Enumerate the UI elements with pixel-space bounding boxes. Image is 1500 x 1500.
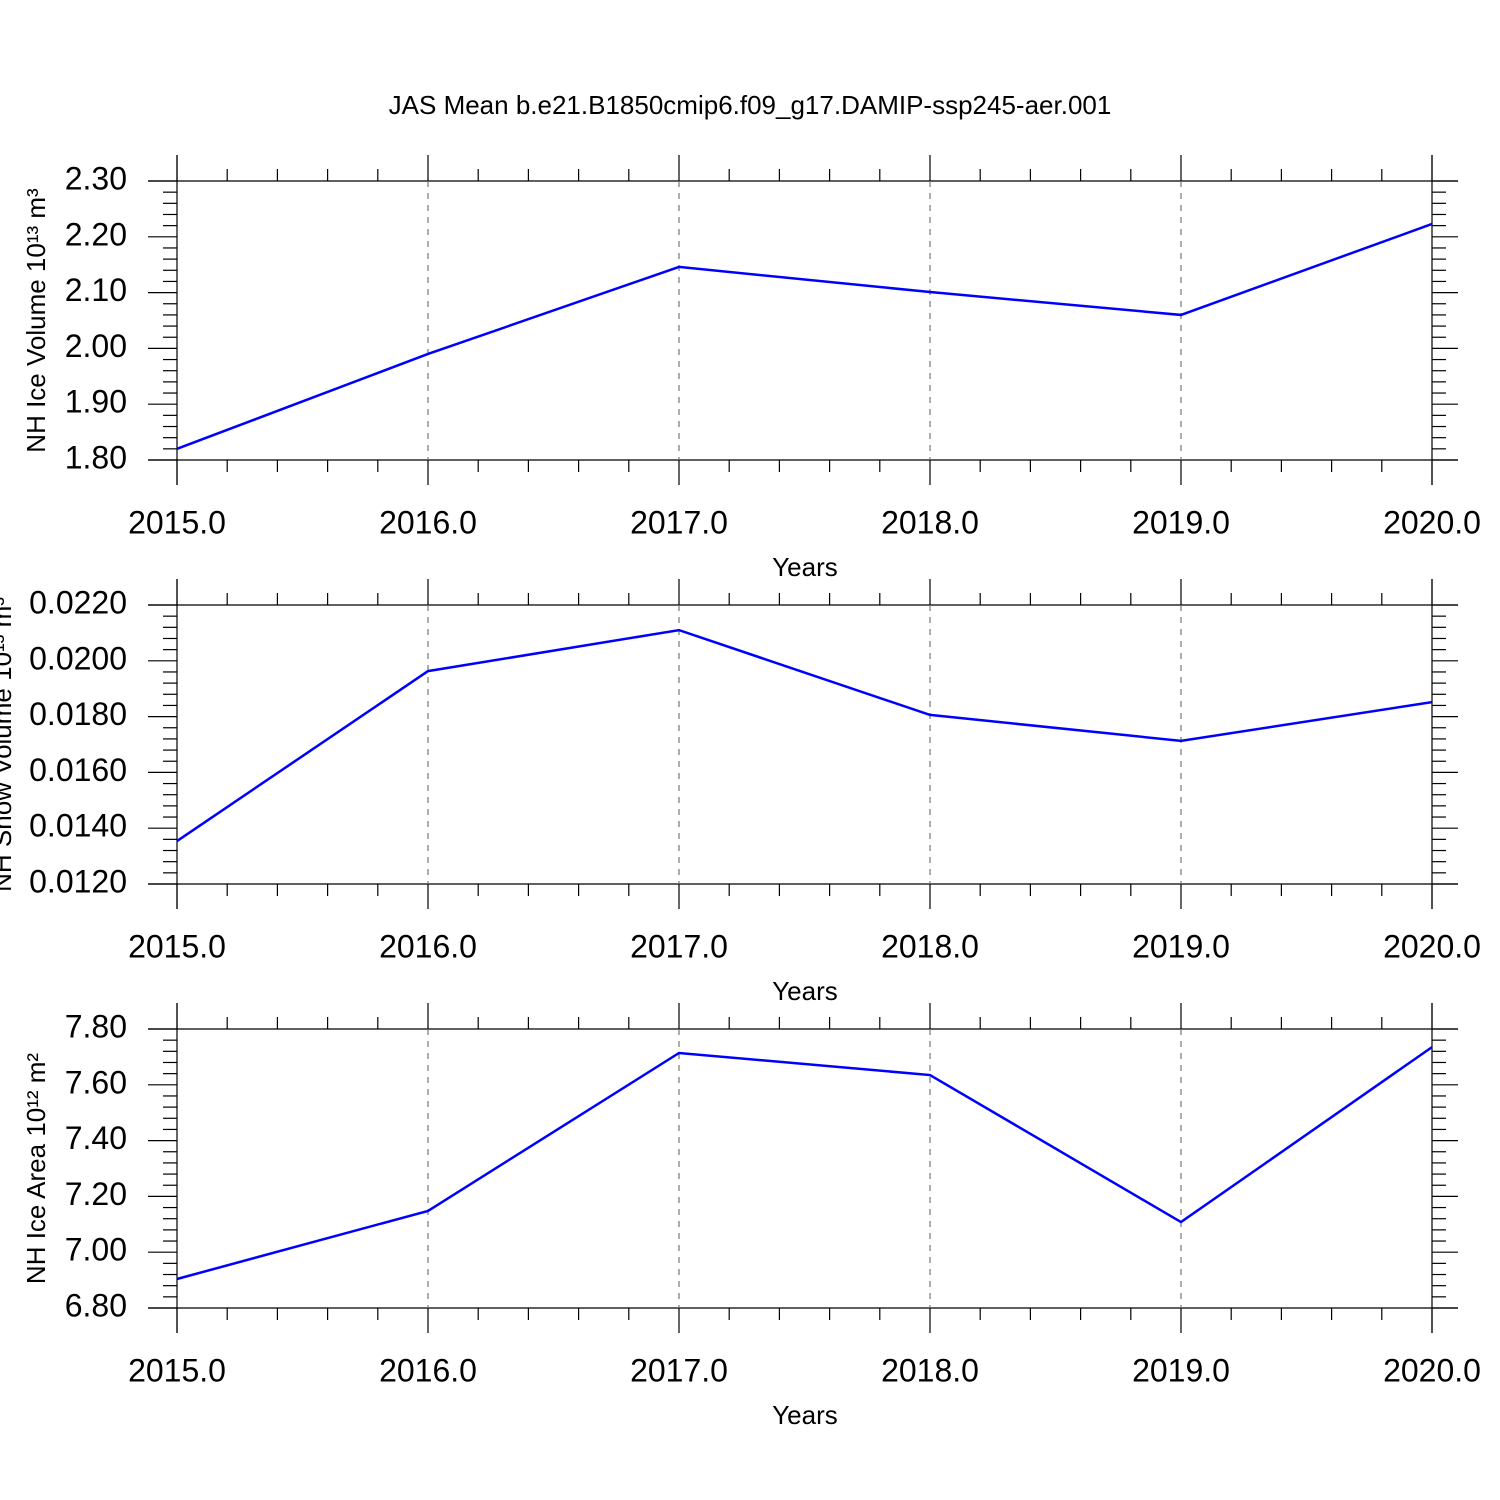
- chart-title: JAS Mean b.e21.B1850cmip6.f09_g17.DAMIP-…: [389, 90, 1112, 120]
- x-tick-label: 2016.0: [379, 928, 477, 964]
- x-tick-label: 2015.0: [128, 1352, 226, 1388]
- x-tick-label: 2019.0: [1132, 504, 1230, 540]
- x-tick-label: 2019.0: [1132, 1352, 1230, 1388]
- x-tick-label: 2018.0: [881, 928, 979, 964]
- x-axis-label: Years: [772, 976, 838, 1006]
- data-line: [176, 1046, 1433, 1281]
- x-tick-label: 2020.0: [1383, 504, 1481, 540]
- y-tick-label: 1.90: [65, 384, 127, 420]
- x-tick-label: 2017.0: [630, 928, 728, 964]
- data-line: [176, 222, 1433, 451]
- y-tick-label: 7.20: [65, 1176, 127, 1212]
- x-tick-label: 2018.0: [881, 1352, 979, 1388]
- x-tick-label: 2015.0: [128, 928, 226, 964]
- y-tick-label: 7.40: [65, 1120, 127, 1156]
- y-tick-label: 0.0220: [29, 584, 127, 620]
- x-tick-label: 2020.0: [1383, 1352, 1481, 1388]
- x-tick-label: 2016.0: [379, 1352, 477, 1388]
- y-tick-label: 2.20: [65, 216, 127, 252]
- x-tick-label: 2018.0: [881, 504, 979, 540]
- y-axis-label: NH Ice Area 10¹² m²: [21, 1053, 51, 1285]
- x-axis-label: Years: [772, 1400, 838, 1430]
- x-axis-label: Years: [772, 552, 838, 582]
- y-axis-label: NH Ice Volume 10¹³ m³: [21, 188, 51, 453]
- x-tick-label: 2019.0: [1132, 928, 1230, 964]
- y-tick-label: 7.00: [65, 1232, 127, 1268]
- y-tick-label: 0.0140: [29, 808, 127, 844]
- y-tick-label: 7.60: [65, 1064, 127, 1100]
- y-tick-label: 0.0160: [29, 752, 127, 788]
- y-tick-label: 2.00: [65, 328, 127, 364]
- y-tick-label: 6.80: [65, 1287, 127, 1323]
- y-axis-label: NH Snow Volume 10¹³ m³: [0, 597, 17, 892]
- y-tick-label: 0.0120: [29, 863, 127, 899]
- y-tick-label: 0.0200: [29, 640, 127, 676]
- data-line: [176, 628, 1433, 843]
- y-tick-label: 2.30: [65, 160, 127, 196]
- x-tick-label: 2020.0: [1383, 928, 1481, 964]
- y-tick-label: 1.80: [65, 439, 127, 475]
- x-tick-label: 2017.0: [630, 504, 728, 540]
- y-tick-label: 7.80: [65, 1008, 127, 1044]
- x-tick-label: 2017.0: [630, 1352, 728, 1388]
- y-tick-label: 0.0180: [29, 696, 127, 732]
- y-tick-label: 2.10: [65, 272, 127, 308]
- x-tick-label: 2015.0: [128, 504, 226, 540]
- x-tick-label: 2016.0: [379, 504, 477, 540]
